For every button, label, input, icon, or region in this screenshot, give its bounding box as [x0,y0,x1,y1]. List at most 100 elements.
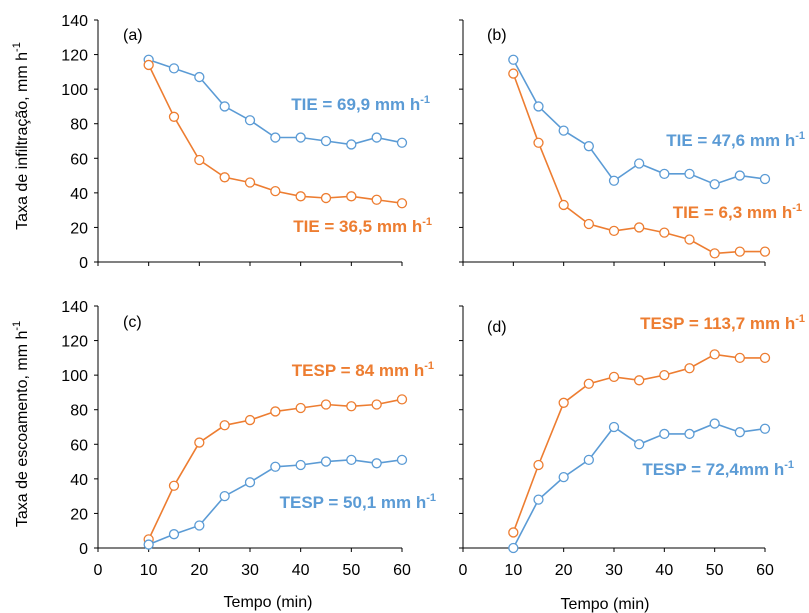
annotation-text: TESP = 72,4mm h [642,460,784,479]
data-point [684,363,695,374]
y-axis-title-infiltration-unit: -1 [11,42,23,52]
data-point [684,168,695,179]
x-axis-title-c: Tempo (min) [224,594,313,611]
data-point [244,115,256,126]
y-tick-label: 120 [61,48,88,65]
data-point [244,177,256,188]
data-point [168,111,180,122]
data-point [244,477,256,488]
data-point [558,199,569,211]
data-point [194,71,205,83]
annotation-label: TESP = 72,4mm h-1 [642,459,794,479]
data-point [194,154,205,166]
annotation-label: TIE = 36,5 mm h-1 [293,216,432,236]
data-point [684,428,695,440]
annotation-unit-superscript: -1 [426,492,436,504]
y-tick-label: 80 [70,403,88,420]
annotation-text: TIE = 69,9 mm h [291,95,420,114]
data-point [608,225,620,237]
data-point [709,349,720,360]
x-tick-label: 20 [555,562,573,579]
data-point [759,423,771,434]
data-point [583,454,594,465]
y-tick-label: 0 [79,255,88,272]
panel-label: (b) [487,27,507,44]
data-point [583,378,594,389]
panel-c: 0 20 40 60 80 100 120 140 0 10 20 30 40 50 60 (c) TESP =… [61,299,436,579]
y-tick-label: 80 [70,117,88,134]
y-tick-label: 60 [70,151,88,168]
data-point [295,402,306,414]
data-point [396,454,408,465]
data-point [634,222,645,233]
x-tick-label: 30 [605,562,623,579]
data-point [320,135,332,147]
y-axis-title-infiltration-text: Taxa de infiltração, mm h [14,52,31,230]
x-tick-label: 40 [292,562,310,579]
data-point [659,168,670,179]
data-point [684,234,695,245]
data-point [219,172,230,183]
data-point [508,527,519,538]
data-point [734,427,745,438]
data-point [759,173,771,185]
data-point [608,175,620,186]
annotation-label: TIE = 69,9 mm h-1 [291,94,430,114]
y-axis-title-runoff-unit: -1 [11,321,23,331]
x-tick-label: 50 [342,562,360,579]
data-point [659,227,670,238]
y-tick-label: 140 [61,299,88,316]
y-tick-label: 140 [61,13,88,30]
annotation-text: TIE = 6,3 mm h [673,203,793,222]
data-point [396,137,408,148]
annotation-unit-superscript: -1 [424,360,434,372]
data-point [508,54,519,65]
data-point [371,194,382,205]
data-point [346,139,357,150]
data-point [759,246,771,257]
annotation-label: TIE = 6,3 mm h-1 [673,202,802,222]
data-point [508,68,519,79]
x-axis-title-d: Tempo (min) [561,596,650,613]
x-tick-label: 60 [393,562,411,579]
panel-label: (a) [123,27,143,44]
data-point [168,480,180,491]
data-point [709,418,720,429]
y-tick-label: 40 [70,186,88,203]
annotation-text: TESP = 113,7 mm h [640,314,795,333]
data-point [295,132,306,143]
x-tick-label: 10 [504,562,522,579]
data-point [346,401,357,412]
data-point [270,461,281,472]
y-tick-label: 20 [70,506,88,523]
annotation-unit-superscript: -1 [422,216,432,228]
annotation-text: TESP = 84 mm h [292,361,424,380]
data-point [346,191,357,202]
data-point [320,399,332,410]
annotation-label: TESP = 50,1 mm h-1 [280,492,436,512]
data-point [558,125,569,136]
annotation-unit-superscript: -1 [420,94,430,106]
data-point [558,471,569,483]
data-point [396,394,408,405]
data-point [583,218,594,230]
y-axis-title-runoff: Taxa de escoamento, mm h-1 [11,321,31,527]
y-axis-title-runoff-text: Taxa de escoamento, mm h [14,331,31,528]
data-point [709,248,720,259]
annotation-text: TESP = 50,1 mm h [280,493,427,512]
y-tick-label: 100 [61,368,88,385]
data-point [168,63,180,74]
data-point [346,454,357,465]
data-point [634,439,645,450]
y-tick-label: 60 [70,437,88,454]
x-tick-label: 60 [756,562,774,579]
panel-label: (d) [487,319,507,336]
data-point [371,399,382,410]
annotation-text: TIE = 47,6 mm h [666,131,795,150]
data-point [320,192,332,204]
data-point [558,397,569,408]
data-point [194,437,205,448]
y-tick-label: 20 [70,220,88,237]
